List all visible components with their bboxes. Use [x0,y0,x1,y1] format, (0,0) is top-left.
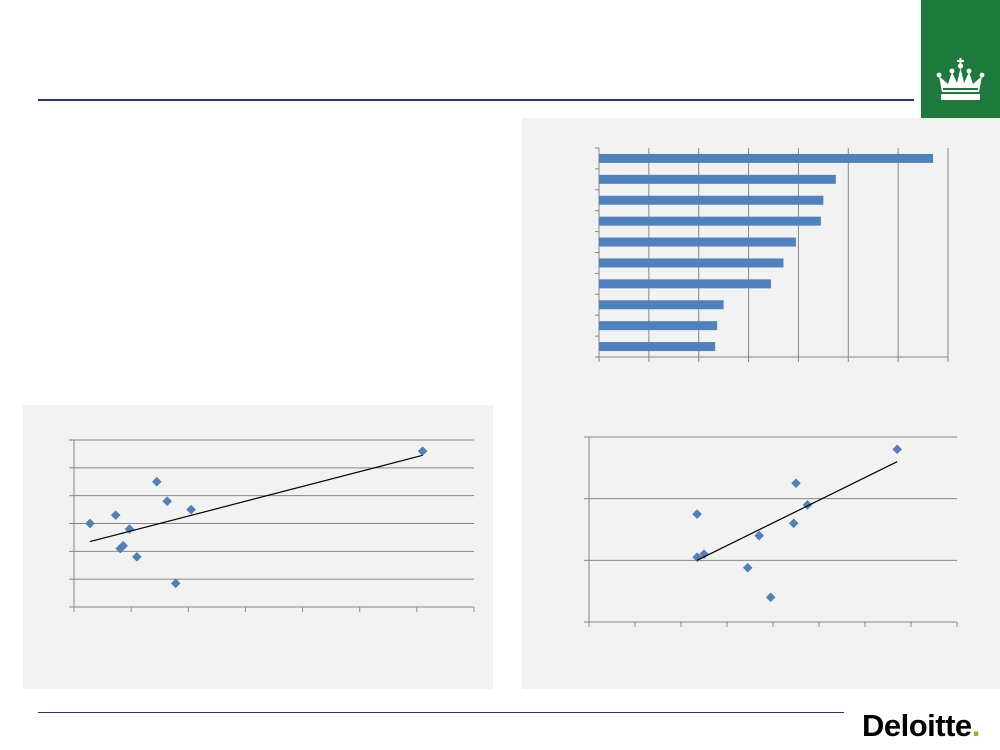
data-point [754,530,765,541]
data-point [742,562,753,573]
trendline [89,454,423,543]
bar [599,321,718,331]
data-point [85,518,95,529]
footer-divider [38,712,844,713]
data-point [132,552,142,562]
scatter-chart-left [69,439,475,612]
scatter-chart-right [584,436,958,627]
bar [599,174,836,184]
right-chart-panel [522,118,1000,689]
data-point [692,509,702,519]
title-divider [38,99,914,101]
crest-banner [921,0,1000,120]
horizontal-bar-chart [595,147,949,362]
data-point [162,496,172,507]
data-point [118,540,128,551]
bar [599,195,824,205]
bar [599,237,796,247]
left-chart-panel [23,405,493,689]
royal-crown-icon [936,58,985,100]
deloitte-logo: Deloitte. [862,706,980,746]
bar [599,153,934,163]
data-point [170,578,181,589]
data-point [186,504,196,515]
data-point [791,478,801,489]
trendline [696,461,898,561]
data-point [152,476,162,487]
data-point [788,518,799,529]
logo-dot: . [971,708,981,743]
bar [599,258,784,268]
data-point [765,592,776,603]
bar [599,216,821,226]
logo-text: Deloitte [862,708,972,743]
bar [599,279,772,289]
data-point [110,510,121,521]
data-point [892,444,903,455]
bar [599,300,724,310]
data-point [417,446,428,456]
bar [599,342,716,352]
